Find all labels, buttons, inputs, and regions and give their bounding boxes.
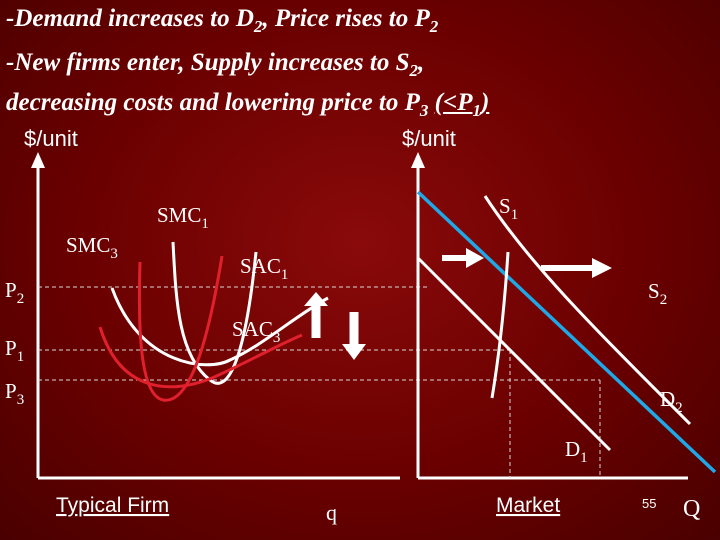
market-y-axis-label: $/unit (402, 126, 456, 151)
s2-label-sub: 2 (660, 292, 668, 308)
d2-curve (483, 195, 692, 426)
market-panel: $/unit Q Market S1 S2 D1 D2 (402, 126, 717, 522)
title-line-2-text-a: -New firms enter, Supply increases to S (6, 49, 410, 76)
supply-shift-arrow-icon (592, 258, 612, 278)
smc3-curve (137, 255, 224, 402)
d2-label-sub: 2 (675, 400, 683, 416)
sac3-label-main: SAC (232, 317, 273, 341)
title-line-3-text-b: (<P (434, 89, 473, 116)
title-line-3-close: ) (480, 89, 490, 116)
sac1-label: SAC1 (240, 254, 288, 283)
d1-label-main: D (565, 437, 580, 461)
market-y-axis-arrowhead (411, 152, 425, 168)
firm-x-axis-label: q (326, 500, 337, 525)
title-line-1-sub-b: 2 (429, 17, 439, 36)
smc3-label-main: SMC (66, 233, 110, 257)
price-label-p3-sub: 3 (17, 392, 25, 408)
title-line-3-underlined: (<P1) (434, 89, 490, 120)
title-line-3-text-a: decreasing costs and lowering price to P (6, 89, 420, 116)
sac1-label-main: SAC (240, 254, 281, 278)
title-line-1-text-b: , Price rises to P (262, 5, 430, 32)
title-line-1-text-a: -Demand increases to D (6, 5, 254, 32)
d1-label: D1 (565, 437, 588, 466)
price-label-p2-sub: 2 (17, 291, 25, 307)
price-label-p2: P2 (5, 278, 24, 307)
title-line-1-sub-a: 2 (253, 17, 263, 36)
title-line-2-sub-a: 2 (409, 61, 419, 80)
title-line-3: decreasing costs and lowering price to P… (6, 88, 489, 126)
price-label-p2-main: P (5, 278, 17, 302)
firm-y-axis-label: $/unit (24, 126, 78, 151)
d2-label-main: D (660, 387, 675, 411)
smc3-label: SMC3 (66, 233, 118, 262)
s2-curve (490, 251, 510, 399)
sac-up-arrow-icon (304, 292, 328, 306)
demand-shift-arrow-icon (466, 248, 484, 268)
price-label-p1: P1 (5, 336, 24, 365)
sac1-curve (110, 287, 329, 367)
s1-label-sub: 1 (511, 207, 519, 223)
d2-label: D2 (660, 387, 683, 416)
title-line-1: -Demand increases to D2, Price rises to … (6, 4, 438, 42)
sac3-label: SAC3 (232, 317, 280, 346)
sac1-label-sub: 1 (281, 267, 289, 283)
smc3-label-sub: 3 (110, 246, 118, 262)
title-line-2: -New firms enter, Supply increases to S2… (6, 48, 424, 86)
price-label-p1-main: P (5, 336, 17, 360)
sac3-label-sub: 3 (273, 330, 281, 346)
s1-curve (416, 190, 717, 474)
price-label-p3: P3 (5, 379, 24, 408)
firm-panel: $/unit q Typical Firm P2 P1 P3 SMC1 SMC3… (5, 126, 600, 525)
title-line-3-sub-b: 1 (472, 101, 481, 120)
typical-firm-label: Typical Firm (56, 494, 169, 517)
slide-number: 55 (642, 496, 656, 511)
s1-label-main: S (499, 194, 511, 218)
price-label-p3-main: P (5, 379, 17, 403)
s1-label: S1 (499, 194, 518, 223)
s2-label-main: S (648, 279, 660, 303)
price-label-p1-sub: 1 (17, 349, 25, 365)
title-line-2-text-b: , (418, 49, 425, 76)
smc1-label-main: SMC (157, 203, 201, 227)
sac3-curve (98, 326, 303, 389)
d1-label-sub: 1 (580, 450, 588, 466)
market-x-axis-label: Q (683, 496, 700, 522)
firm-y-axis-arrowhead (31, 152, 45, 168)
d1-curve (416, 256, 612, 452)
s2-label: S2 (648, 279, 667, 308)
price-down-arrow-icon (342, 344, 366, 360)
smc1-label-sub: 1 (201, 216, 209, 232)
market-label: Market (496, 494, 560, 517)
smc1-label: SMC1 (157, 203, 209, 232)
title-line-3-sub-a: 3 (419, 101, 429, 120)
